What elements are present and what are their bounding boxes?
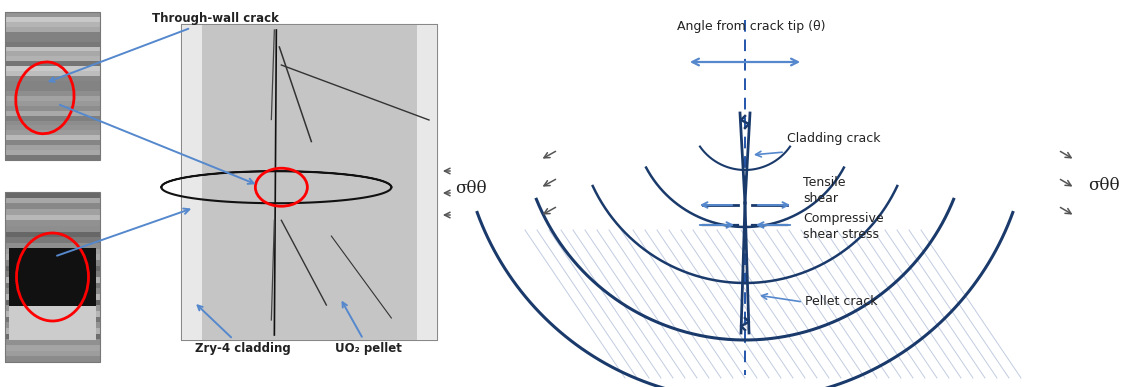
- Bar: [5, 249, 100, 255]
- Bar: [5, 22, 100, 27]
- Bar: [5, 120, 100, 126]
- Bar: [417, 25, 437, 340]
- Bar: [202, 25, 417, 340]
- Bar: [5, 271, 100, 277]
- Text: σθθ: σθθ: [1088, 177, 1119, 194]
- Bar: [5, 51, 100, 57]
- Polygon shape: [161, 171, 392, 187]
- Bar: [5, 111, 100, 116]
- Bar: [5, 130, 100, 136]
- Bar: [5, 66, 100, 72]
- Bar: [5, 150, 100, 156]
- Bar: [5, 209, 100, 215]
- Bar: [5, 12, 100, 160]
- Bar: [5, 32, 100, 37]
- Bar: [5, 305, 100, 312]
- Bar: [5, 277, 100, 283]
- Bar: [5, 27, 100, 32]
- Bar: [5, 345, 100, 351]
- Bar: [5, 81, 100, 87]
- Text: Compressive
shear stress: Compressive shear stress: [803, 212, 884, 241]
- Bar: [9, 248, 96, 306]
- Bar: [5, 288, 100, 295]
- Text: UO₂ pellet: UO₂ pellet: [336, 302, 402, 355]
- Bar: [5, 12, 100, 17]
- Bar: [5, 76, 100, 82]
- Bar: [5, 71, 100, 77]
- Bar: [5, 265, 100, 272]
- Bar: [5, 17, 100, 22]
- Text: Pellet crack: Pellet crack: [805, 295, 877, 308]
- Text: Zry-4 cladding: Zry-4 cladding: [195, 305, 291, 355]
- Bar: [5, 155, 100, 161]
- Bar: [5, 243, 100, 249]
- Bar: [5, 254, 100, 260]
- Bar: [5, 135, 100, 141]
- Bar: [5, 37, 100, 42]
- Text: Angle from crack tip (θ): Angle from crack tip (θ): [677, 20, 825, 33]
- Bar: [5, 317, 100, 323]
- Bar: [5, 96, 100, 101]
- Bar: [5, 192, 100, 362]
- Bar: [5, 237, 100, 243]
- Bar: [5, 215, 100, 221]
- Bar: [5, 232, 100, 238]
- Bar: [5, 322, 100, 329]
- Bar: [5, 300, 100, 306]
- Bar: [5, 311, 100, 317]
- Bar: [5, 351, 100, 357]
- Bar: [5, 91, 100, 96]
- Bar: [5, 145, 100, 151]
- Text: Cladding crack: Cladding crack: [787, 132, 881, 145]
- Bar: [5, 226, 100, 232]
- Bar: [5, 61, 100, 67]
- Text: Through-wall crack: Through-wall crack: [50, 12, 279, 82]
- Bar: [5, 294, 100, 300]
- Bar: [5, 46, 100, 52]
- Bar: [5, 106, 100, 111]
- Text: σθθ: σθθ: [455, 180, 486, 197]
- Bar: [5, 101, 100, 106]
- Bar: [5, 339, 100, 346]
- Bar: [5, 57, 100, 62]
- Bar: [5, 356, 100, 363]
- Bar: [5, 198, 100, 204]
- Bar: [5, 192, 100, 198]
- Bar: [5, 334, 100, 340]
- Bar: [5, 328, 100, 334]
- Bar: [5, 41, 100, 47]
- Bar: [5, 203, 100, 209]
- Bar: [9, 306, 96, 340]
- Bar: [5, 116, 100, 121]
- Bar: [5, 220, 100, 226]
- Text: Tensile
shear: Tensile shear: [803, 176, 846, 205]
- Bar: [5, 140, 100, 146]
- Bar: [5, 125, 100, 131]
- Bar: [5, 260, 100, 266]
- Bar: [5, 283, 100, 289]
- Bar: [5, 86, 100, 91]
- Bar: [182, 25, 202, 340]
- Bar: [182, 25, 437, 340]
